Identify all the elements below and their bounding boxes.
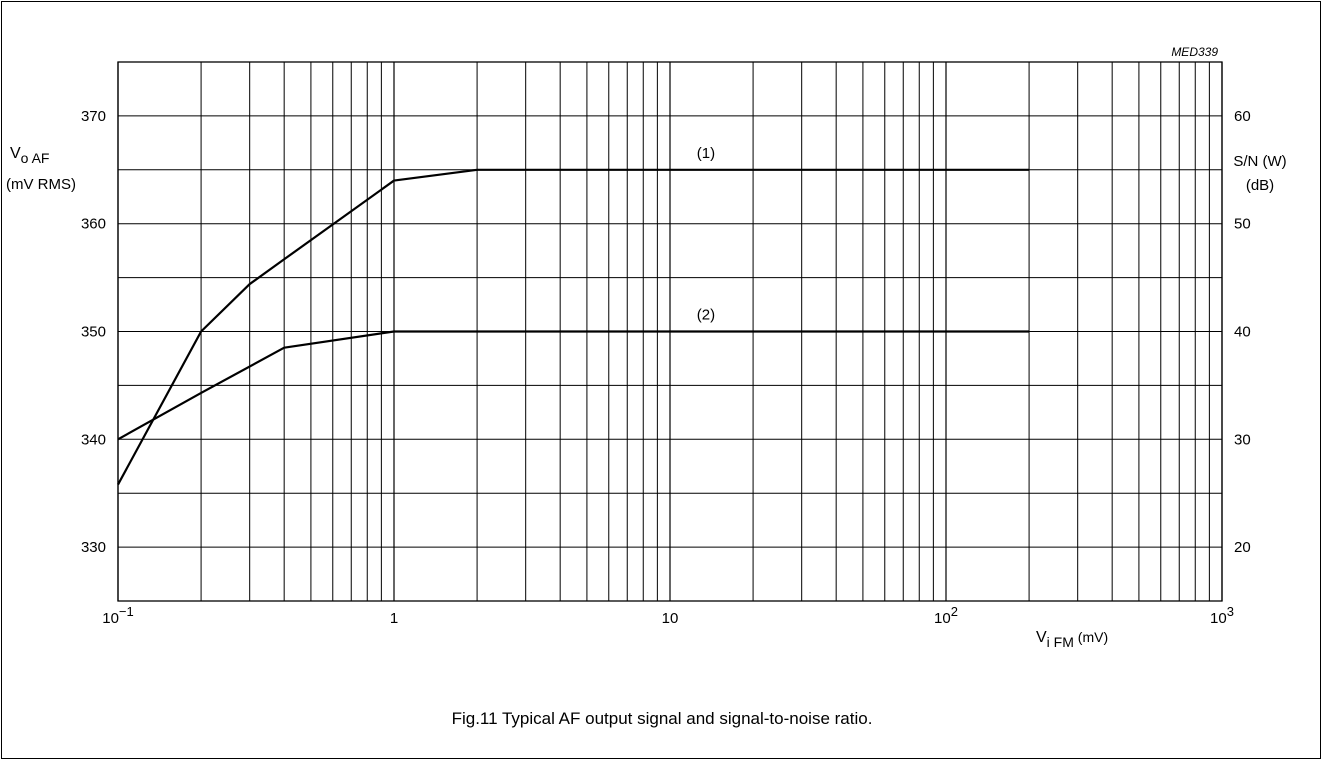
figure-code: MED339 bbox=[1171, 45, 1218, 59]
x-tick-label: 102 bbox=[934, 604, 958, 627]
y-left-label-main: V bbox=[10, 145, 21, 162]
y-left-tick-label: 360 bbox=[81, 216, 106, 233]
y-right-tick-label: 60 bbox=[1234, 108, 1251, 125]
series-label-2: (2) bbox=[697, 307, 715, 324]
y-left-tick-label: 370 bbox=[81, 108, 106, 125]
y-left-tick-label: 330 bbox=[81, 539, 106, 556]
x-tick-label: 103 bbox=[1210, 604, 1234, 627]
y-right-tick-label: 20 bbox=[1234, 539, 1251, 556]
tick-labels: 330 340 350 360 370 20 30 40 50 60 10−1 1 10 102 103 bbox=[81, 108, 1251, 627]
x-axis-label: Vi FM (mV) bbox=[1036, 629, 1108, 650]
x-label-main: V bbox=[1036, 629, 1047, 646]
y-left-tick-label: 350 bbox=[81, 324, 106, 341]
x-label-unit: (mV) bbox=[1074, 629, 1108, 645]
x-tick-label: 10 bbox=[662, 610, 679, 627]
y-left-label-unit: (mV RMS) bbox=[6, 176, 76, 193]
series-line-2 bbox=[117, 330, 1030, 441]
axis-labels: MED339 Vo AF (mV RMS) S/N (W) (dB) Vi FM… bbox=[6, 45, 1287, 728]
y-right-tick-label: 50 bbox=[1234, 216, 1251, 233]
y-right-label-line2: (dB) bbox=[1246, 177, 1274, 194]
y-right-tick-label: 30 bbox=[1234, 431, 1251, 448]
y-right-label-line1: S/N (W) bbox=[1233, 153, 1286, 170]
series-lines: (1) (2) bbox=[117, 145, 1030, 486]
x-tick-label: 1 bbox=[390, 610, 398, 627]
y-right-tick-label: 40 bbox=[1234, 324, 1251, 341]
y-left-tick-label: 340 bbox=[81, 431, 106, 448]
y-left-label-sub: o AF bbox=[21, 150, 50, 166]
figure-caption: Fig.11 Typical AF output signal and sign… bbox=[452, 709, 873, 728]
series-line-1 bbox=[117, 168, 1030, 486]
series-label-1: (1) bbox=[697, 145, 715, 162]
y-left-axis-label: Vo AF bbox=[10, 145, 49, 166]
plot-border bbox=[117, 61, 1223, 602]
x-tick-label: 10−1 bbox=[102, 604, 134, 627]
x-label-sub: i FM bbox=[1047, 634, 1074, 650]
